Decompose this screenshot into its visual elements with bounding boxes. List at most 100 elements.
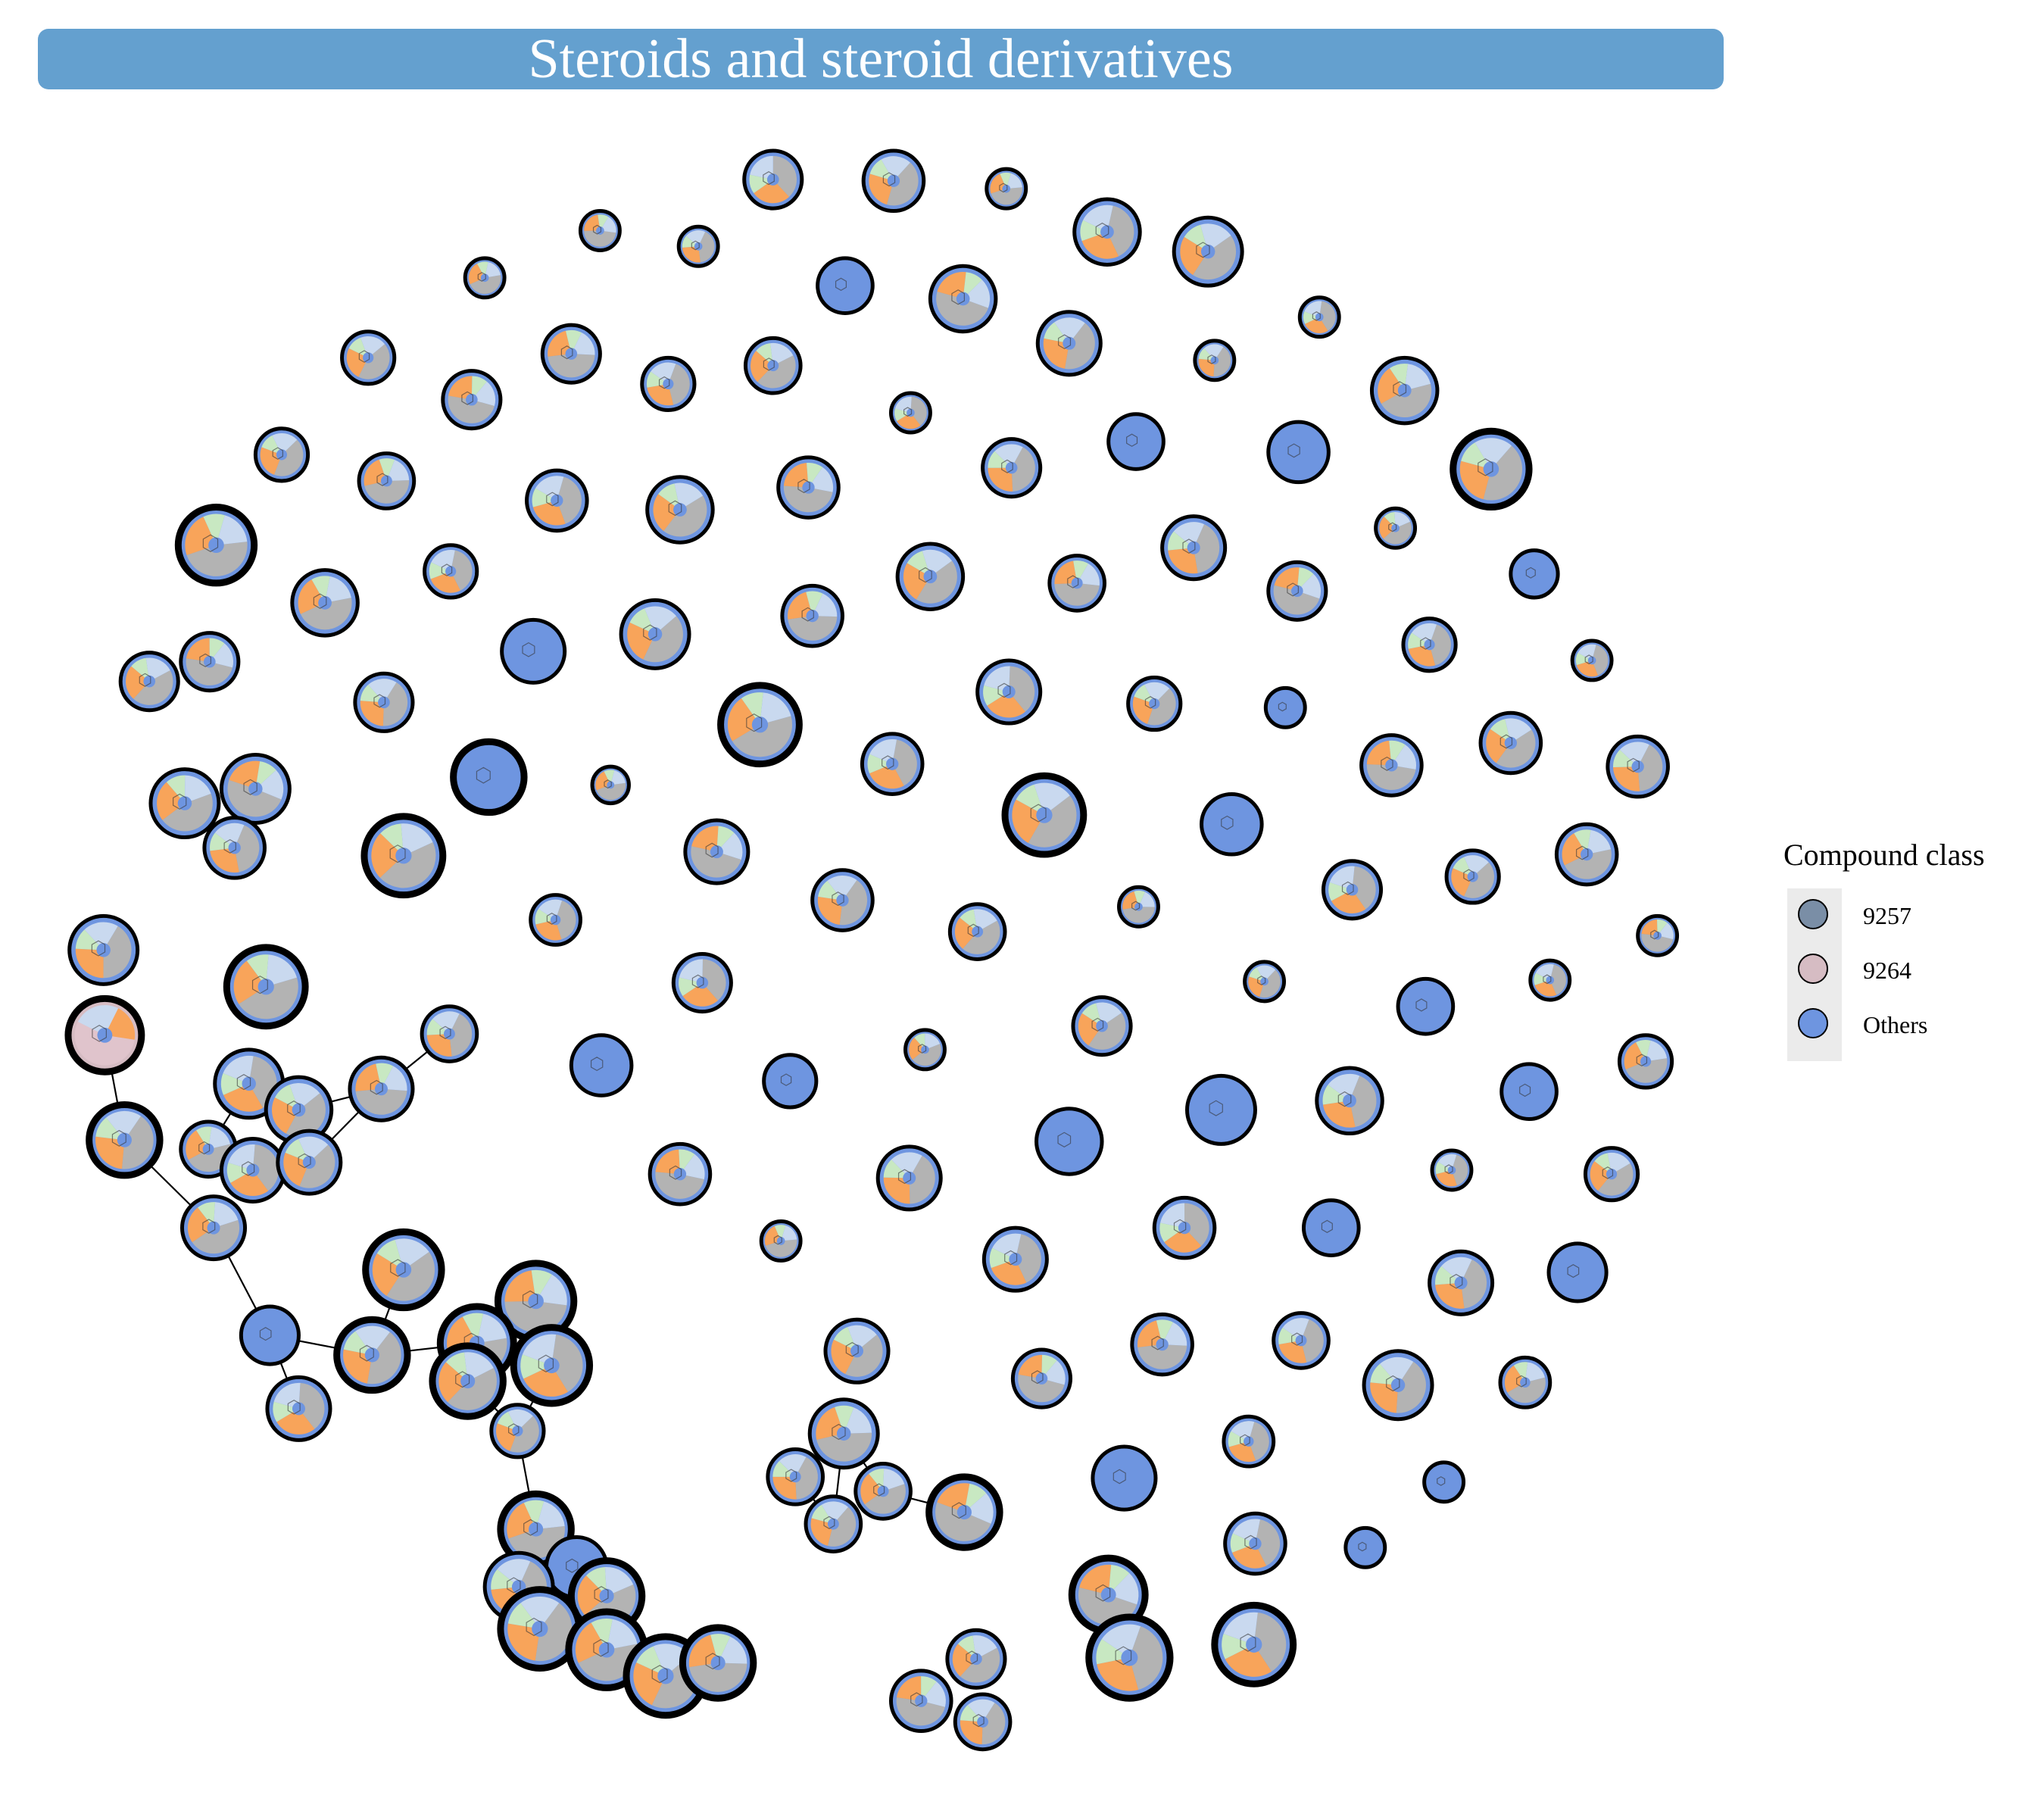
network-node-others [1091,1444,1158,1512]
network-node-others [1130,1312,1194,1377]
network-node-others [1396,976,1456,1036]
network-node-others [1047,554,1106,613]
network-node-others [1430,1148,1474,1192]
network-node-others [861,148,926,214]
network-node-others [776,455,841,520]
network-node-others [1266,560,1328,622]
network-node-others [441,369,503,431]
network-node-others [1321,859,1384,921]
network-node-others [1035,310,1103,377]
network-node-others [975,658,1043,726]
network-node-others [945,1628,1007,1690]
legend-label-9264: 9264 [1863,957,1911,984]
network-node-others [1071,995,1133,1057]
network-node-others [1211,1601,1297,1687]
network-node-others [1243,960,1287,1004]
network-node-others [947,902,1007,961]
network-node-others [1117,885,1160,929]
network-node-others [179,631,241,693]
network-node-others [679,1624,757,1702]
network-node-others [1499,1062,1559,1122]
network-node-others [353,671,415,733]
network-node-others [1266,420,1331,485]
network-node-others [290,568,360,638]
network-node-9264 [64,994,145,1076]
network-node-others [265,1375,332,1442]
network-node-others [1606,734,1670,799]
legend: Compound class 9257 9264 Others [1783,837,2033,1061]
network-node-others [743,336,803,395]
network-node-others [525,468,589,533]
network-node-others [219,753,292,826]
network-node-others [1297,295,1341,339]
network-node-others [500,617,567,685]
network-node-others [1478,710,1543,776]
network-node-others [67,913,140,986]
network-node-others [423,543,479,600]
network-node-others [1554,822,1619,887]
network-node-others [1085,1613,1174,1702]
network-node-others [1450,427,1533,511]
network-node-others [1126,675,1183,732]
network-node-others [676,224,720,268]
network-node-others [1152,1195,1217,1260]
network-node-others [494,1260,578,1343]
network-node-others [903,1028,947,1072]
network-node-others [648,1141,713,1207]
network-node-others [219,1136,286,1204]
network-node-others [463,256,507,300]
network-node-others [1583,1146,1640,1203]
network-node-others [565,1608,648,1691]
legend-item-9257: 9257 [1787,888,2030,943]
network-node-others [853,1462,913,1521]
network-node-others [985,167,1028,211]
network-node-others [683,818,751,885]
network-node-others [981,437,1043,499]
network-node-others [1528,958,1572,1002]
network-node-others [174,504,258,587]
network-node-others [202,816,267,880]
network-node-others [1193,339,1237,382]
network-node-others [340,329,397,386]
legend-item-others: Others [1787,997,2030,1052]
network-node-others [875,1144,943,1212]
network-node-others [742,148,804,211]
network-node-others [645,475,715,545]
network-node-others [766,1447,825,1506]
network-node-others [1570,638,1614,682]
network-node-others [1617,1033,1674,1090]
network-node-others [86,1101,164,1179]
network-node-others [1374,506,1418,550]
network-node-others [1184,1073,1257,1146]
network-node-others [717,682,803,768]
legend-title: Compound class [1783,838,1985,872]
network-node-others [276,1129,343,1196]
network-node-others [895,542,966,612]
network-node-others [1546,1241,1609,1303]
network-node-others [1636,913,1680,957]
network-node-others [1301,1198,1361,1257]
network-node-others [1223,1511,1287,1576]
network-node-others [1200,791,1264,857]
network-node-others [823,1317,891,1385]
network-node-others [148,767,221,840]
network-node-others [1263,685,1307,729]
network-node-others [239,1304,301,1366]
network-node-others [578,209,622,252]
network-node-others [1072,197,1142,267]
network-node-others [264,1075,334,1145]
network-node-others [450,738,528,816]
network-node-others [1315,1066,1384,1136]
network-node-others [888,391,932,435]
network-node-others [1222,1414,1276,1469]
network-node-others [489,1403,546,1460]
network-node-others [569,1033,634,1097]
network-node-others [640,355,697,413]
network-node-others [1362,1349,1434,1422]
network-node-others [429,1342,507,1420]
network-node-others [357,451,417,510]
network-node-others [362,1228,445,1312]
network-node-others [360,813,447,899]
network-node-others [810,868,875,932]
